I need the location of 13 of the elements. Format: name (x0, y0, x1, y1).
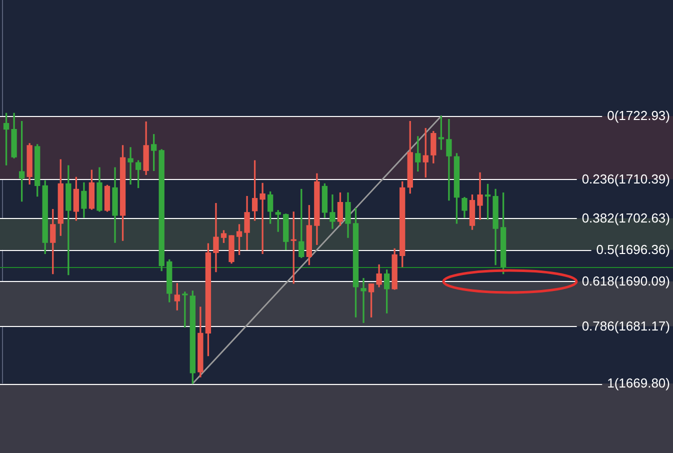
ref-line-label: 0.382(1702.63) (582, 210, 670, 226)
candlestick (260, 182, 266, 254)
candlestick (213, 203, 219, 272)
ref-line-label: 1(1669.80) (607, 376, 670, 391)
ref-line-label: 0.236(1710.39) (582, 171, 670, 186)
candlestick (477, 172, 483, 220)
ref-line-label: 0.5(1696.36) (596, 242, 670, 257)
candlestick (360, 278, 366, 323)
ref-line-label: 0.786(1681.17) (582, 318, 670, 334)
ref-line-label: 0(1722.93) (607, 108, 670, 124)
ref-line-label: 0.618(1690.09) (582, 273, 670, 288)
candlestick (128, 147, 134, 185)
candlestick (446, 118, 452, 201)
